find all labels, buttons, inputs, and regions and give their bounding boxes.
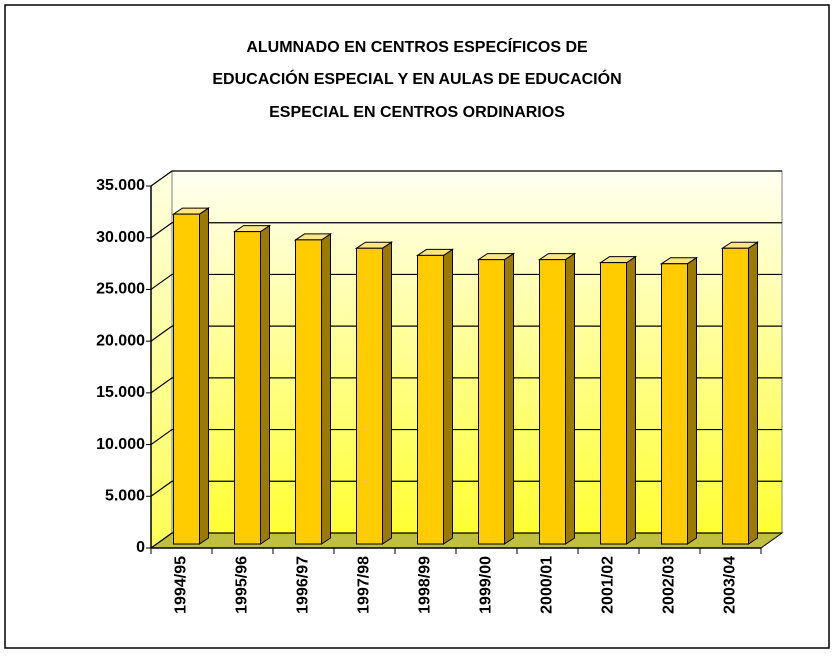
x-tick-label: 1999/00 (478, 556, 495, 614)
bar-front (600, 262, 627, 545)
bar-side (748, 241, 758, 545)
bar (232, 224, 272, 545)
bar (720, 241, 760, 545)
bar (171, 207, 211, 545)
grid-line (150, 273, 782, 290)
grid-line (150, 532, 782, 549)
bar (537, 252, 577, 545)
bar-side (626, 255, 636, 545)
bar-front (539, 259, 566, 545)
bar-side (260, 224, 270, 545)
bar (476, 252, 516, 545)
chart-title: EDUCACIÓN ESPECIAL Y EN AULAS DE EDUCACI… (212, 69, 621, 88)
grid-line (150, 480, 782, 497)
bar-front (173, 213, 200, 545)
bar-side (199, 207, 209, 545)
x-tick-label: 2002/03 (661, 556, 678, 614)
x-tick-label: 1994/95 (173, 556, 190, 614)
bar (598, 255, 638, 545)
bar-front (234, 231, 261, 545)
x-tick-label: 2001/02 (600, 556, 617, 614)
bar (354, 241, 394, 545)
bar-front (417, 254, 444, 545)
bar-side (565, 252, 575, 545)
bar-side (443, 248, 453, 545)
y-tick-label: 35.000 (96, 177, 145, 194)
y-tick-label: 5.000 (105, 488, 145, 505)
x-tick-label: 1997/98 (356, 556, 373, 614)
y-tick-label: 10.000 (96, 436, 145, 453)
bar (415, 248, 455, 545)
bar-side (321, 232, 331, 545)
y-tick-label: 25.000 (96, 281, 145, 298)
x-tick-label: 1998/99 (417, 556, 434, 614)
grid-line (150, 325, 782, 342)
y-tick-label: 30.000 (96, 229, 145, 246)
grid-line (150, 170, 782, 187)
x-tick-label: 2000/01 (539, 556, 556, 614)
bar-front (478, 259, 505, 545)
bar-side (687, 256, 697, 545)
x-tick-label: 1996/97 (295, 556, 312, 614)
bar (293, 232, 333, 545)
bar-side (504, 252, 514, 545)
x-tick-label: 1995/96 (234, 556, 251, 614)
bar-side (382, 241, 392, 545)
bar-front (295, 239, 322, 545)
chart-title: ESPECIAL EN CENTROS ORDINARIOS (269, 104, 565, 121)
bar (659, 256, 699, 545)
grid-line (150, 222, 782, 239)
y-tick-label: 15.000 (96, 384, 145, 401)
chart-title: ALUMNADO EN CENTROS ESPECÍFICOS DE (246, 37, 588, 56)
bar-front (722, 247, 749, 545)
bar-front (661, 263, 688, 545)
bar-front (356, 247, 383, 545)
x-tick-label: 2003/04 (722, 556, 739, 614)
grid-line (150, 428, 782, 446)
y-tick-label: 20.000 (96, 332, 145, 349)
grid-line (150, 377, 782, 394)
side-wall (150, 170, 173, 549)
y-tick-label: 0 (136, 539, 145, 556)
